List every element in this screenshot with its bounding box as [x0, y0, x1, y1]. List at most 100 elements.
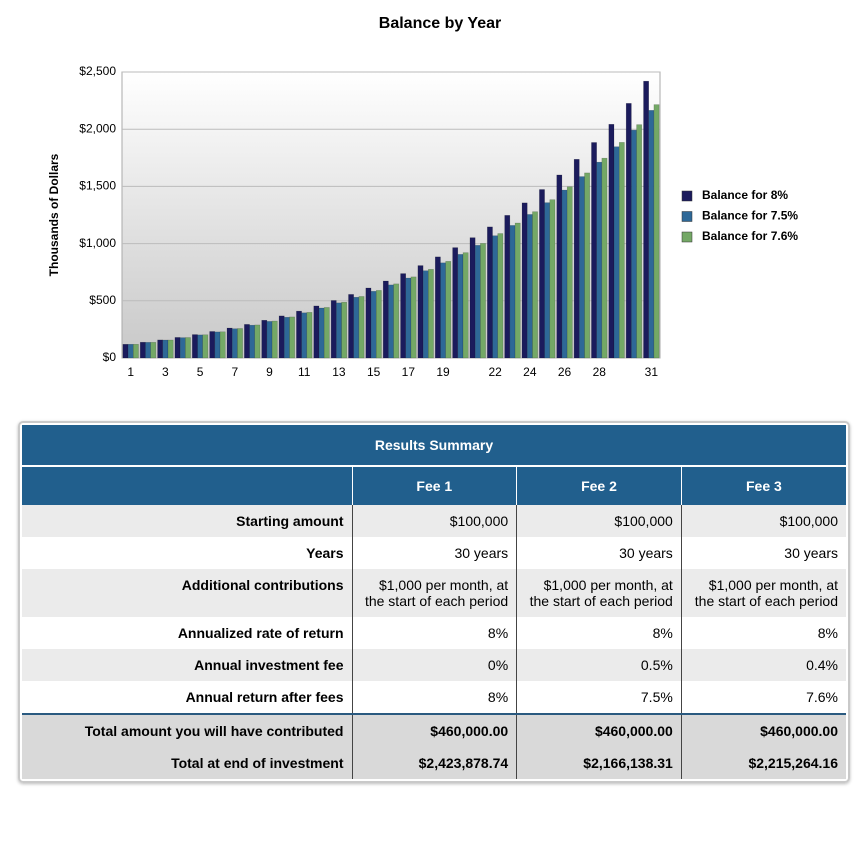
- x-tick-label: 5: [197, 365, 204, 379]
- legend-swatch: [681, 231, 693, 243]
- bar: [150, 342, 157, 359]
- x-tick-label: 15: [367, 365, 381, 379]
- bar: [526, 214, 533, 359]
- cell: $1,000 per month, at the start of each p…: [680, 569, 846, 617]
- row-label: Years: [22, 537, 352, 569]
- bar: [509, 225, 516, 359]
- bar: [289, 316, 295, 359]
- bar: [469, 237, 476, 359]
- bar: [179, 337, 186, 359]
- bar: [618, 142, 625, 359]
- bar: [584, 172, 590, 359]
- bar: [139, 341, 146, 359]
- total-row: Total amount you will have contributed $4…: [22, 713, 846, 747]
- total-row: Total at end of investment $2,423,878.74 $…: [22, 747, 846, 779]
- bar: [631, 129, 637, 359]
- total-cell: $2,215,264.16: [680, 747, 846, 779]
- bar: [365, 287, 372, 359]
- cell: 8%: [680, 617, 846, 649]
- total-cell: $2,423,878.74: [351, 747, 517, 779]
- bar: [174, 337, 181, 359]
- bar: [271, 320, 278, 359]
- total-cell: $460,000.00: [516, 713, 682, 747]
- bar: [330, 300, 337, 359]
- legend-label: Balance for 7.6%: [702, 229, 798, 243]
- cell: 30 years: [516, 537, 682, 569]
- bar: [613, 146, 620, 359]
- bar: [122, 344, 129, 359]
- bar: [237, 328, 243, 359]
- bar: [428, 269, 434, 359]
- total-cell: $2,166,138.31: [516, 747, 682, 779]
- bar: [348, 294, 354, 359]
- bar: [375, 290, 382, 359]
- cell: 8%: [351, 617, 517, 649]
- x-tick-label: 11: [298, 365, 311, 379]
- x-tick-label: 7: [231, 365, 238, 379]
- bar: [157, 339, 164, 359]
- cell: $100,000: [351, 505, 517, 537]
- bar: [474, 245, 481, 359]
- bar: [643, 80, 649, 359]
- chart: Balance by Year Thousands of Dollars $0 $…: [47, 15, 798, 379]
- bar: [591, 142, 597, 359]
- total-label: Total amount you will have contributed: [22, 713, 352, 747]
- legend-swatch: [681, 211, 693, 222]
- bar: [382, 280, 389, 359]
- bar: [358, 296, 365, 359]
- column-header: Fee 2: [516, 466, 682, 505]
- bar: [497, 233, 504, 359]
- bar: [579, 176, 585, 359]
- bar: [457, 254, 464, 359]
- bar: [636, 124, 643, 359]
- y-tick-label: $1,000: [79, 236, 116, 250]
- bar: [393, 283, 400, 359]
- bar: [162, 339, 169, 359]
- legend-swatch: [681, 190, 693, 202]
- y-tick-label: $500: [89, 293, 116, 307]
- bar: [566, 186, 573, 359]
- bar: [261, 319, 268, 359]
- bar: [167, 339, 174, 359]
- x-tick-label: 3: [162, 365, 169, 379]
- bar: [596, 161, 603, 359]
- row-label: Additional contributions: [22, 569, 352, 617]
- header-blank: [22, 466, 352, 505]
- cell: 0%: [351, 649, 517, 681]
- bar: [145, 342, 151, 359]
- bar: [284, 317, 290, 359]
- table-row: Starting amount $100,000 $100,000 $100,000: [22, 505, 846, 537]
- chart-title: Balance by Year: [379, 15, 501, 32]
- bar: [539, 189, 545, 359]
- bar: [266, 321, 273, 359]
- x-tick-label: 19: [436, 365, 450, 379]
- results-table: Results Summary Fee 1 Fee 2 Fee 3 Starting…: [22, 425, 846, 779]
- table-row: Years 30 years 30 years 30 years: [22, 537, 846, 569]
- results-summary: Results Summary Fee 1 Fee 2 Fee 3 Starting…: [18, 421, 850, 783]
- y-axis-label: Thousands of Dollars: [47, 153, 61, 276]
- cell: $100,000: [680, 505, 846, 537]
- bar: [532, 211, 538, 359]
- bar: [353, 297, 360, 359]
- bar: [318, 307, 325, 359]
- bar: [306, 312, 313, 359]
- bar: [388, 284, 394, 359]
- bar: [219, 331, 226, 359]
- bar: [197, 334, 203, 359]
- bar: [422, 270, 429, 359]
- bar: [625, 103, 632, 359]
- bar: [601, 157, 608, 359]
- bar: [231, 328, 238, 359]
- x-tick-label: 26: [558, 365, 572, 379]
- row-label: Annualized rate of return: [22, 617, 352, 649]
- cell: 30 years: [680, 537, 846, 569]
- bar: [549, 199, 556, 359]
- bar: [556, 174, 563, 359]
- cell: 30 years: [351, 537, 517, 569]
- column-header: Fee 3: [680, 466, 846, 505]
- bar: [608, 124, 615, 359]
- column-header: Fee 1: [351, 466, 517, 505]
- bar: [514, 222, 521, 359]
- bar: [254, 324, 261, 359]
